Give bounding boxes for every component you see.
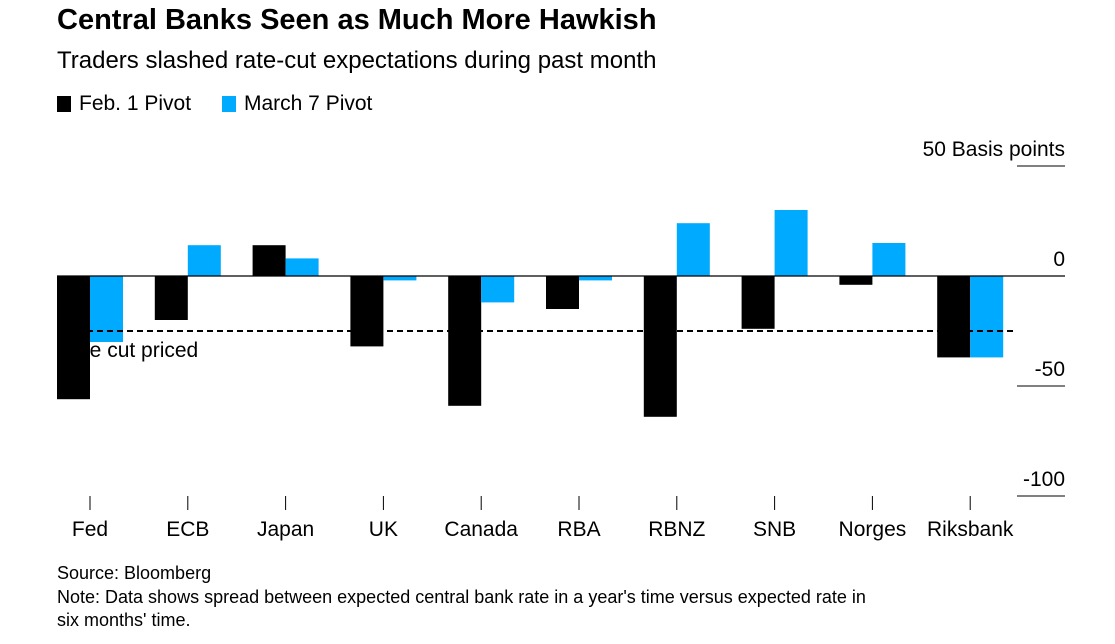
note-text-2: six months' time. — [57, 610, 191, 630]
rate-cut-label: Rate cut priced — [57, 339, 198, 362]
bar-ecb-feb — [154, 276, 188, 320]
chart-title: Central Banks Seen as Much More Hawkish — [57, 4, 657, 36]
x-label-japan: Japan — [257, 518, 314, 541]
y-tick-label: -100 — [1023, 468, 1065, 491]
bar-uk-feb — [350, 276, 384, 347]
x-label-riksbank: Riksbank — [927, 518, 1014, 541]
y-tick-label: 0 — [1053, 248, 1065, 271]
bar-norges-march — [872, 243, 906, 276]
bar-fed-feb — [57, 276, 90, 400]
bar-canada-march — [481, 276, 515, 303]
bar-canada-feb — [448, 276, 482, 406]
x-label-rbnz: RBNZ — [648, 518, 705, 541]
y-tick-label: -50 — [1035, 358, 1065, 381]
bar-uk-march — [383, 276, 417, 281]
note-text: Note: Data shows spread between expected… — [57, 587, 866, 607]
x-label-rba: RBA — [557, 518, 600, 541]
x-label-fed: Fed — [72, 518, 108, 541]
bar-rbnz-march — [676, 223, 710, 276]
legend-item-feb: Feb. 1 Pivot — [57, 92, 191, 116]
x-label-snb: SNB — [753, 518, 796, 541]
bar-snb-feb — [741, 276, 775, 329]
x-label-norges: Norges — [839, 518, 907, 541]
x-label-ecb: ECB — [166, 518, 209, 541]
bar-rbnz-feb — [643, 276, 677, 417]
legend-label: Feb. 1 Pivot — [79, 92, 192, 115]
bar-fed-march — [90, 276, 123, 342]
chart-subtitle: Traders slashed rate-cut expectations du… — [57, 47, 657, 74]
bar-riksbank-march — [970, 276, 1004, 358]
source-text: Source: Bloomberg — [57, 563, 212, 583]
legend-label: March 7 Pivot — [244, 92, 373, 115]
bar-japan-feb — [252, 245, 286, 276]
x-label-uk: UK — [369, 518, 398, 541]
y-tick-label: 50 Basis points — [923, 138, 1065, 161]
bar-snb-march — [774, 210, 808, 276]
bar-japan-march — [285, 258, 319, 276]
legend-item-march: March 7 Pivot — [222, 92, 372, 116]
x-label-canada: Canada — [444, 518, 518, 541]
bar-rba-march — [579, 276, 612, 281]
bar-rba-feb — [546, 276, 579, 309]
bar-norges-feb — [839, 276, 873, 285]
bar-riksbank-feb — [937, 276, 971, 358]
bar-ecb-march — [187, 245, 221, 276]
